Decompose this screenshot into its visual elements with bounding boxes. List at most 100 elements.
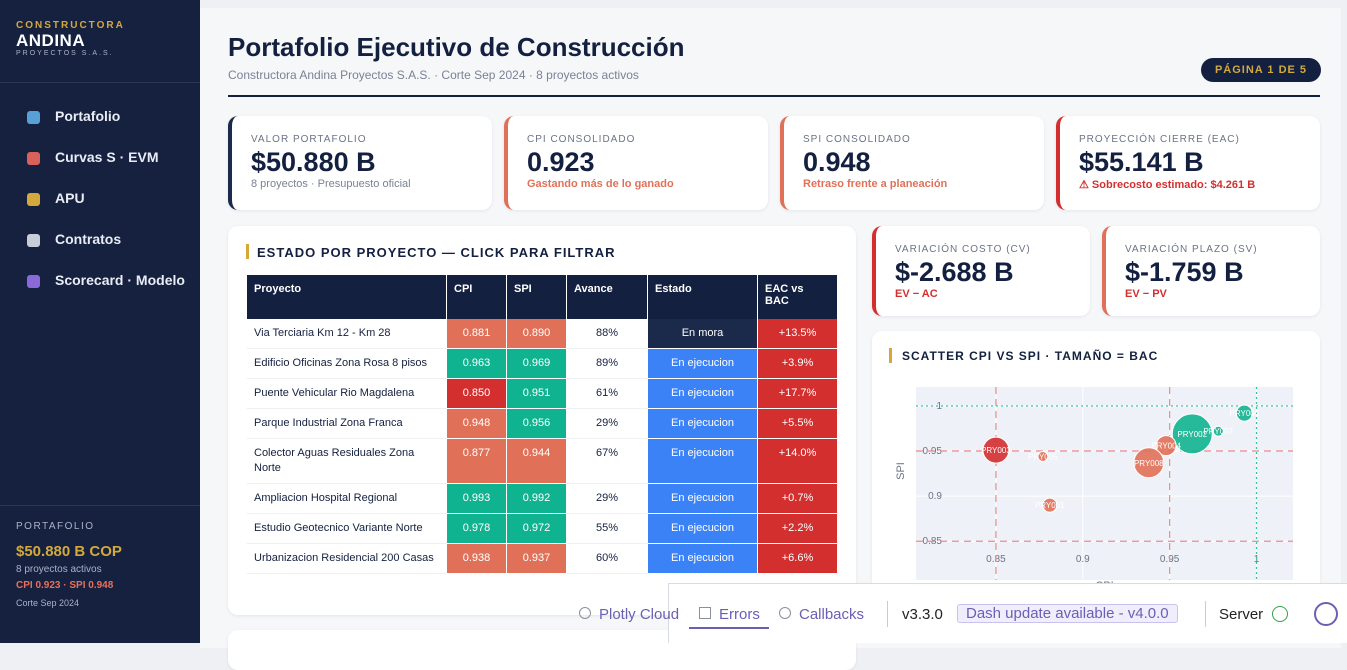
table-cell[interactable]: 0.881: [447, 319, 507, 349]
table-cell[interactable]: 0.972: [507, 514, 567, 544]
table-cell[interactable]: En ejecucion: [648, 379, 758, 409]
table-cell[interactable]: +14.0%: [758, 439, 838, 484]
nav-item[interactable]: Portafolio: [55, 108, 121, 124]
project-name[interactable]: Parque Industrial Zona Franca: [247, 409, 447, 439]
nav-item[interactable]: Contratos: [55, 231, 122, 247]
y-axis-label: SPI: [895, 462, 907, 480]
table-cell[interactable]: 29%: [567, 409, 648, 439]
scatter-chart: 0.850.90.9510.850.90.951SPICPIPRY001PRY0…: [895, 387, 1293, 592]
bubble-label: PRY003: [981, 446, 1011, 455]
table-cell[interactable]: En ejecucion: [648, 484, 758, 514]
dev-tool[interactable]: Callbacks: [799, 606, 865, 623]
project-name[interactable]: Colector Aguas Residuales Zona Norte: [247, 439, 447, 484]
dev-tool[interactable]: Plotly Cloud: [599, 606, 680, 623]
table-cell[interactable]: +17.7%: [758, 379, 838, 409]
kpi-card: VARIACIÓN PLAZO (SV) $-1.759 B EV − PV: [1102, 226, 1320, 316]
bubble-label: PRY007: [1203, 427, 1233, 436]
page-subtitle: Constructora Andina Proyectos S.A.S. · C…: [228, 68, 639, 82]
page-title: Portafolio Ejecutivo de Construcción: [228, 32, 685, 62]
table-cell[interactable]: En ejecucion: [648, 544, 758, 574]
footer-count: 8 proyectos activos: [16, 564, 102, 575]
table-cell[interactable]: 0.890: [507, 319, 567, 349]
table-cell[interactable]: +5.5%: [758, 409, 838, 439]
table-cell[interactable]: 55%: [567, 514, 648, 544]
nav-item[interactable]: Curvas S · EVM: [55, 149, 159, 165]
divider: [0, 505, 200, 506]
kpi-label: SPI CONSOLIDADO: [803, 134, 911, 145]
table-cell[interactable]: 0.877: [447, 439, 507, 484]
brand-sub: PROYECTOS S.A.S.: [16, 50, 114, 57]
project-name[interactable]: Puente Vehicular Rio Magdalena: [247, 379, 447, 409]
table-cell[interactable]: 0.993: [447, 484, 507, 514]
table-cell[interactable]: 89%: [567, 349, 648, 379]
table-cell[interactable]: 0.948: [447, 409, 507, 439]
table-cell[interactable]: 0.944: [507, 439, 567, 484]
project-name[interactable]: Edificio Oficinas Zona Rosa 8 pisos: [247, 349, 447, 379]
kpi-value: $-1.759 B: [1125, 257, 1244, 287]
table-cell[interactable]: +2.2%: [758, 514, 838, 544]
nav-item[interactable]: APU: [55, 190, 85, 206]
title-accent: [246, 244, 249, 259]
brand: ANDINA: [16, 31, 86, 50]
table-cell[interactable]: +6.6%: [758, 544, 838, 574]
dev-tool[interactable]: Errors: [719, 606, 760, 623]
project-name[interactable]: Via Terciaria Km 12 - Km 28: [247, 319, 447, 349]
table-cell[interactable]: En ejecucion: [648, 514, 758, 544]
footer-label: PORTAFOLIO: [16, 521, 95, 532]
footer-indices: CPI 0.923 · SPI 0.948: [16, 580, 114, 591]
table-cell[interactable]: En mora: [648, 319, 758, 349]
table-cell[interactable]: 0.956: [507, 409, 567, 439]
table-cell[interactable]: 88%: [567, 319, 648, 349]
table-cell[interactable]: 0.963: [447, 349, 507, 379]
dev-bar: Plotly Cloud Errors Callbacks v3.3.0 Dash up…: [579, 583, 1347, 643]
table-cell[interactable]: 0.937: [507, 544, 567, 574]
table-cell[interactable]: En ejecucion: [648, 349, 758, 379]
column-header: Proyecto: [247, 275, 447, 319]
table-cell[interactable]: 0.969: [507, 349, 567, 379]
server-status: Server: [1219, 606, 1264, 623]
column-header: CPI: [447, 275, 507, 319]
brand-top: CONSTRUCTORA: [16, 20, 125, 31]
update-notice[interactable]: Dash update available - v4.0.0: [957, 604, 1178, 623]
header-rule: [228, 95, 1320, 97]
project-name[interactable]: Ampliacion Hospital Regional: [247, 484, 447, 514]
table-cell[interactable]: 60%: [567, 544, 648, 574]
table-cell[interactable]: +0.7%: [758, 484, 838, 514]
table-cell[interactable]: 0.850: [447, 379, 507, 409]
collapse-button[interactable]: [1314, 602, 1338, 626]
bubble: [1042, 497, 1058, 513]
table-cell[interactable]: En ejecucion: [648, 409, 758, 439]
table-title: ESTADO POR PROYECTO — CLICK PARA FILTRAR: [257, 245, 616, 260]
table-cell[interactable]: En ejecucion: [648, 439, 758, 484]
kpi-label: VALOR PORTAFOLIO: [251, 134, 367, 145]
table-cell[interactable]: 61%: [567, 379, 648, 409]
kpi-note: EV − PV: [1125, 288, 1167, 300]
project-name[interactable]: Estudio Geotecnico Variante Norte: [247, 514, 447, 544]
footer-cutoff: Corte Sep 2024: [16, 598, 80, 608]
bubble: [1155, 435, 1177, 457]
dev-underline: [689, 627, 769, 629]
table-card: ESTADO POR PROYECTO — CLICK PARA FILTRAR…: [228, 226, 856, 615]
table-cell[interactable]: 0.978: [447, 514, 507, 544]
bubble-label: PRY005: [1028, 452, 1058, 461]
table-cell[interactable]: +3.9%: [758, 349, 838, 379]
nav-item[interactable]: Scorecard · Modelo: [55, 272, 185, 288]
x-tick-label: 0.9: [1076, 554, 1090, 565]
bubble-label: PRY002: [1177, 430, 1207, 439]
column-header: Avance: [567, 275, 648, 319]
dev-icon: [779, 607, 791, 619]
project-name[interactable]: Urbanizacion Residencial 200 Casas: [247, 544, 447, 574]
kpi-card: CPI CONSOLIDADO 0.923 Gastando más de lo g…: [504, 116, 768, 210]
table-cell[interactable]: +13.5%: [758, 319, 838, 349]
dev-icon: [579, 607, 591, 619]
table-cell[interactable]: 0.938: [447, 544, 507, 574]
kpi-card: SPI CONSOLIDADO 0.948 Retraso frente a pla…: [780, 116, 1044, 210]
table-cell[interactable]: 0.951: [507, 379, 567, 409]
table-cell[interactable]: 29%: [567, 484, 648, 514]
plot-area: [916, 387, 1293, 580]
table-cell[interactable]: 0.992: [507, 484, 567, 514]
server-ok-icon: [1272, 606, 1288, 622]
nav-icon: [27, 193, 40, 206]
page-badge: PÁGINA 1 DE 5: [1201, 58, 1321, 82]
table-cell[interactable]: 67%: [567, 439, 648, 484]
